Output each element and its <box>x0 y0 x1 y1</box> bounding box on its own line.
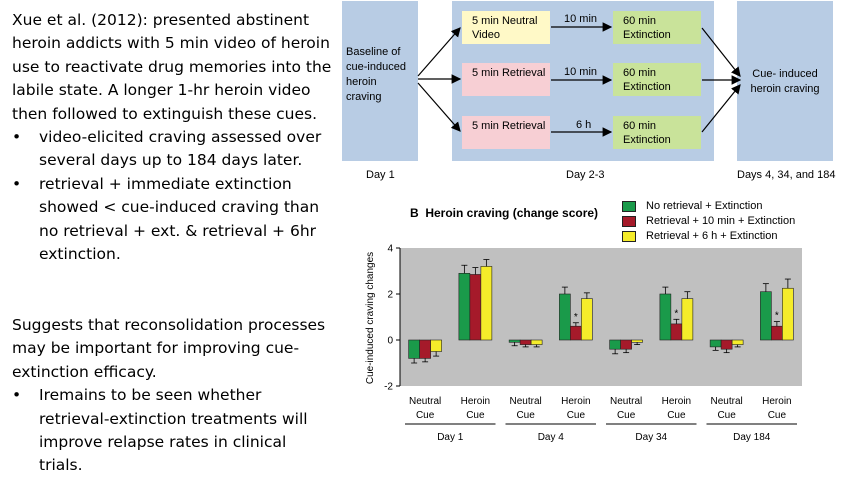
significance-marker: * <box>674 308 678 319</box>
bar <box>419 339 431 359</box>
bar <box>771 325 783 341</box>
bar <box>458 272 471 341</box>
legend-swatch <box>622 230 636 242</box>
baseline-label: Baseline of cue-induced heroin craving <box>346 46 406 103</box>
x-tick-label: Neutral <box>610 396 642 407</box>
day-label-2: Day 2-3 <box>566 169 605 181</box>
x-tick-label: Heroin <box>561 396 590 407</box>
bar <box>559 293 571 341</box>
bullet-item: video-elicited craving assessed over sev… <box>12 126 332 173</box>
delay-label-2: 10 min <box>564 66 598 78</box>
arrow-baseline-to-row1 <box>417 27 461 77</box>
outcome-panel <box>737 1 833 161</box>
outcome-label: Cue- induced heroin craving <box>750 68 820 95</box>
legend-swatch <box>622 200 636 212</box>
y-tick-label: 0 <box>387 336 393 347</box>
group-label: Day 34 <box>635 432 667 443</box>
bar <box>519 339 532 345</box>
conclusion-paragraph: Suggests that reconsolidation processes … <box>12 316 326 381</box>
bar <box>709 339 722 348</box>
legend-item-retrieval-6h: Retrieval + 6 h + Extinction <box>622 230 777 242</box>
summary-text: Xue et al. (2012): presented abstinent h… <box>12 9 332 266</box>
bars: * * * <box>408 259 794 364</box>
summary-text-2: Suggests that reconsolidation processes … <box>12 314 334 478</box>
bar <box>609 339 621 350</box>
bar <box>720 339 733 350</box>
bar <box>530 339 543 345</box>
bullet-item: Iremains to be seen whether retrieval-ex… <box>12 384 334 478</box>
y-tick-label: 2 <box>387 290 393 301</box>
x-tick-label: Heroin <box>461 396 490 407</box>
extinction-box-3: 60 min Extinction <box>613 116 701 149</box>
baseline-panel <box>342 1 418 161</box>
delay-label-3: 6 h <box>576 119 592 131</box>
x-tick-label: Heroin <box>762 396 791 407</box>
y-axis: -2 0 2 4 <box>384 244 401 393</box>
x-tick-label: Cue <box>617 410 636 421</box>
legend-label: Retrieval + 6 h + Extinction <box>646 230 778 242</box>
day-label-3: Days 4, 34, and 184 <box>737 169 836 181</box>
neutral-video-box: 5 min Neutral Video <box>462 11 550 44</box>
group-label: Day 1 <box>437 432 464 443</box>
flow-arrows <box>417 22 742 137</box>
x-tick-label: Cue <box>768 410 787 421</box>
y-tick-label: -2 <box>384 382 393 393</box>
x-tick-label: Cue <box>466 410 485 421</box>
bar <box>670 323 683 341</box>
x-tick-label: Neutral <box>510 396 542 407</box>
x-tick-label: Cue <box>416 410 435 421</box>
legend-item-no-retrieval: No retrieval + Extinction <box>622 200 762 212</box>
x-tick-label: Cue <box>516 410 535 421</box>
x-tick-label: Neutral <box>711 396 743 407</box>
bar <box>408 339 420 359</box>
bar <box>681 298 694 341</box>
x-tick-label: Cue <box>667 410 686 421</box>
intro-paragraph: Xue et al. (2012): presented abstinent h… <box>12 11 332 123</box>
retrieval-box-2: 5 min Retrieval <box>462 116 550 149</box>
x-tick-label: Heroin <box>662 396 691 407</box>
arrow-row3-to-outcome <box>701 84 741 133</box>
delay-label-1: 10 min <box>564 13 598 25</box>
arrow-baseline-to-row3 <box>417 82 461 132</box>
y-axis-label: Cue-induced craving changes <box>365 252 376 384</box>
group-label: Day 4 <box>538 432 565 443</box>
bar <box>508 339 521 343</box>
x-tick-label: Neutral <box>409 396 441 407</box>
bar <box>760 291 772 341</box>
bar <box>581 298 593 341</box>
significance-marker: * <box>574 312 578 323</box>
bar <box>782 287 794 341</box>
significance-marker: * <box>775 311 779 322</box>
legend-label: Retrieval + 10 min + Extinction <box>646 215 796 227</box>
y-tick-label: 4 <box>387 244 393 255</box>
day-label-1: Day 1 <box>366 169 395 181</box>
extinction-box-2: 60 min Extinction <box>613 63 701 96</box>
legend-item-retrieval-10min: Retrieval + 10 min + Extinction <box>622 215 795 227</box>
bar <box>659 293 672 341</box>
group-label: Day 184 <box>733 432 771 443</box>
legend-swatch <box>622 215 636 227</box>
bar <box>731 339 744 345</box>
bar <box>620 339 632 350</box>
x-tick-label: Cue <box>717 410 736 421</box>
bar <box>469 274 482 341</box>
bar <box>631 339 643 343</box>
x-tick-label: Cue <box>567 410 586 421</box>
arrow-row1-to-outcome <box>701 27 741 77</box>
chart-title: B Heroin craving (change score) <box>410 206 599 220</box>
bar <box>570 325 582 341</box>
bullet-item: retrieval + immediate extinction showed … <box>12 173 332 267</box>
bar <box>430 339 442 352</box>
bar <box>480 266 493 341</box>
extinction-box-1: 60 min Extinction <box>613 11 701 44</box>
retrieval-box-1: 5 min Retrieval <box>462 63 550 96</box>
legend-label: No retrieval + Extinction <box>646 200 763 212</box>
